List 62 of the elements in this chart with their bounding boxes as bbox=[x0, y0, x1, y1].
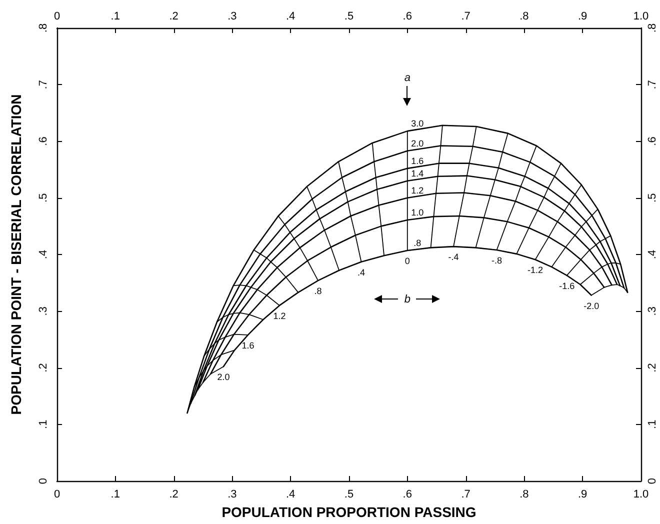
y2-tick-label: 0 bbox=[646, 478, 658, 484]
x-tick-label: .9 bbox=[578, 10, 588, 22]
y2-tick-label: .1 bbox=[646, 420, 658, 429]
series-label: 0 bbox=[404, 256, 410, 266]
series-label: 1.2 bbox=[273, 310, 286, 321]
x2-tick-label: 1.0 bbox=[633, 488, 649, 500]
annotation: a bbox=[404, 72, 410, 84]
series-label: 1.4 bbox=[411, 168, 424, 178]
series-label: 1.6 bbox=[242, 340, 254, 350]
x-tick-label: 0 bbox=[54, 10, 60, 22]
y-tick-label: .3 bbox=[38, 306, 50, 316]
y2-tick-label: .5 bbox=[646, 193, 658, 202]
y-tick-label: .6 bbox=[38, 136, 50, 146]
y-tick-label: .2 bbox=[38, 363, 50, 372]
x2-tick-label: .8 bbox=[520, 488, 529, 500]
y2-tick-label: .4 bbox=[646, 250, 658, 260]
series-label: -1.2 bbox=[528, 265, 544, 276]
series-label: 2.0 bbox=[411, 138, 424, 148]
y-tick-label: 0 bbox=[38, 478, 50, 484]
x2-tick-label: 0 bbox=[54, 488, 60, 500]
y-tick-label: .7 bbox=[38, 80, 50, 90]
y2-tick-label: .2 bbox=[646, 363, 658, 372]
y2-tick-label: .7 bbox=[646, 80, 658, 90]
series-label: -1.6 bbox=[559, 280, 575, 291]
x-tick-label: .1 bbox=[110, 10, 120, 22]
series-label: .8 bbox=[314, 286, 322, 296]
x2-tick-label: .5 bbox=[344, 488, 354, 500]
x-tick-label: 1.0 bbox=[633, 10, 649, 22]
x2-tick-label: .7 bbox=[461, 488, 470, 500]
y-tick-label: .4 bbox=[38, 250, 50, 260]
x-tick-label: .4 bbox=[286, 10, 296, 22]
series-label: 3.0 bbox=[411, 118, 424, 129]
y2-tick-label: .6 bbox=[646, 136, 658, 146]
x-axis-title: POPULATION PROPORTION PASSING bbox=[222, 504, 476, 520]
series-label: 1.2 bbox=[411, 185, 424, 196]
series-label: 1.0 bbox=[411, 207, 424, 218]
annotation: b bbox=[404, 293, 410, 306]
x2-tick-label: .3 bbox=[228, 488, 237, 500]
x2-tick-label: .9 bbox=[578, 488, 588, 500]
x2-tick-label: .6 bbox=[402, 488, 412, 500]
y-tick-label: .5 bbox=[38, 193, 50, 202]
x-tick-label: .2 bbox=[169, 10, 178, 22]
series-label: .4 bbox=[358, 267, 366, 278]
y-tick-label: .1 bbox=[38, 420, 50, 429]
series-label: -.8 bbox=[491, 255, 502, 266]
x-tick-label: .7 bbox=[461, 10, 470, 22]
x2-tick-label: .4 bbox=[286, 488, 296, 500]
y-tick-label: .8 bbox=[38, 23, 50, 33]
x2-tick-label: .2 bbox=[169, 488, 178, 500]
x2-tick-label: .1 bbox=[110, 488, 120, 500]
series-label: .8 bbox=[414, 238, 422, 248]
series-label: 1.6 bbox=[411, 156, 424, 166]
x-tick-label: .5 bbox=[344, 10, 354, 22]
series-label: -.4 bbox=[448, 252, 459, 262]
y2-tick-label: .3 bbox=[646, 306, 658, 316]
x-tick-label: .6 bbox=[402, 10, 412, 22]
x-tick-label: .8 bbox=[520, 10, 529, 22]
y2-tick-label: .8 bbox=[646, 23, 658, 33]
series-label: -2.0 bbox=[584, 300, 600, 311]
x-tick-label: .3 bbox=[228, 10, 237, 22]
series-label: 2.0 bbox=[217, 372, 230, 382]
y-axis-title: POPULATION POINT - BISERIAL CORRELATION bbox=[8, 94, 24, 415]
